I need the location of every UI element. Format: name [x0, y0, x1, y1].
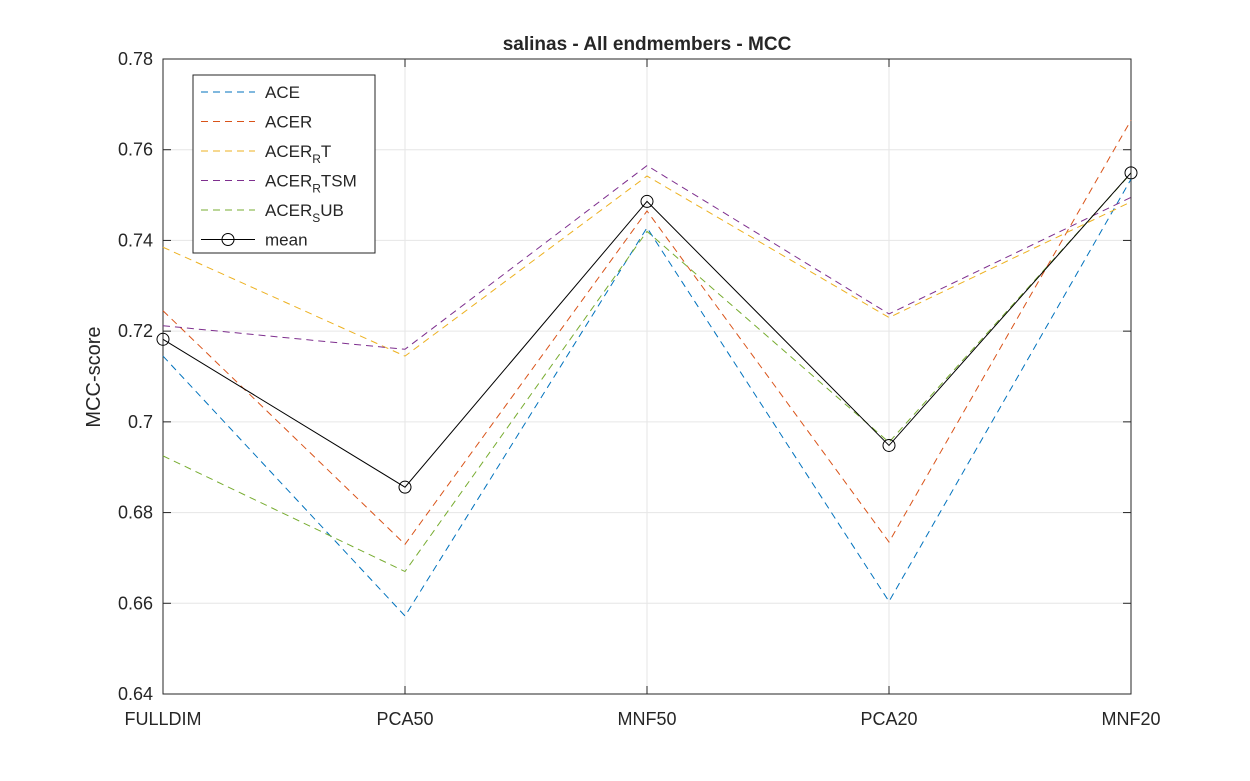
data-point — [640, 194, 654, 208]
legend-label: ACERRTSM — [265, 172, 357, 196]
legend-label: ACE — [265, 83, 300, 102]
series-acer — [162, 119, 1132, 546]
y-tick-label: 0.66 — [118, 593, 153, 613]
y-tick-label: 0.64 — [118, 684, 153, 704]
chart-title: salinas - All endmembers - MCC — [503, 34, 792, 55]
x-tick-label: FULLDIM — [124, 709, 201, 729]
legend-entry: ACE — [201, 83, 300, 102]
y-tick-label: 0.72 — [118, 321, 153, 341]
y-tick-label: 0.68 — [118, 503, 153, 523]
x-tick-label: MNF20 — [1101, 709, 1160, 729]
y-tick-label: 0.78 — [118, 49, 153, 69]
legend-label: ACERRT — [265, 142, 331, 166]
legend-label: ACER — [265, 113, 312, 132]
data-point — [1124, 166, 1138, 180]
legend-entry: ACERSUB — [201, 201, 344, 225]
series-line — [162, 175, 1132, 357]
x-tick-label: MNF50 — [617, 709, 676, 729]
series-ace — [162, 178, 1132, 617]
x-tick-label: PCA50 — [376, 709, 433, 729]
legend-entry: ACER — [201, 113, 312, 132]
y-tick-label: 0.76 — [118, 140, 153, 160]
legend-box — [192, 74, 376, 254]
series-mean — [156, 166, 1138, 494]
legend-label: mean — [265, 231, 308, 250]
data-point — [156, 332, 170, 346]
y-tick-label: 0.74 — [118, 230, 153, 250]
series-line — [162, 164, 1132, 350]
legend-marker — [221, 233, 235, 246]
data-point — [882, 438, 896, 452]
legend-label: ACERSUB — [265, 201, 344, 225]
series-acer-sub — [162, 172, 1132, 573]
series-line — [162, 172, 1132, 573]
labels: salinas - All endmembers - MCC MCC-score — [83, 34, 792, 428]
data-point — [398, 480, 412, 494]
series-acer-rt — [162, 175, 1132, 357]
legend-entry: ACERRTSM — [201, 172, 357, 196]
series-acer-rtsm — [162, 164, 1132, 350]
series-line — [162, 119, 1132, 546]
legend: ACE ACER ACERRT ACERRTSM ACERSUB mean — [192, 74, 376, 254]
series-line — [162, 172, 1132, 488]
legend-entry: ACERRT — [201, 142, 331, 166]
x-tick-label: PCA20 — [860, 709, 917, 729]
axes: 0.64 0.66 0.68 0.7 0.72 0.74 0.76 0.78 FULLDIM PC… — [118, 49, 1161, 729]
legend-entry: mean — [201, 231, 308, 250]
y-tick-label: 0.7 — [128, 412, 153, 432]
series-group — [156, 119, 1138, 617]
y-axis-label: MCC-score — [83, 326, 105, 427]
series-line — [162, 178, 1132, 617]
